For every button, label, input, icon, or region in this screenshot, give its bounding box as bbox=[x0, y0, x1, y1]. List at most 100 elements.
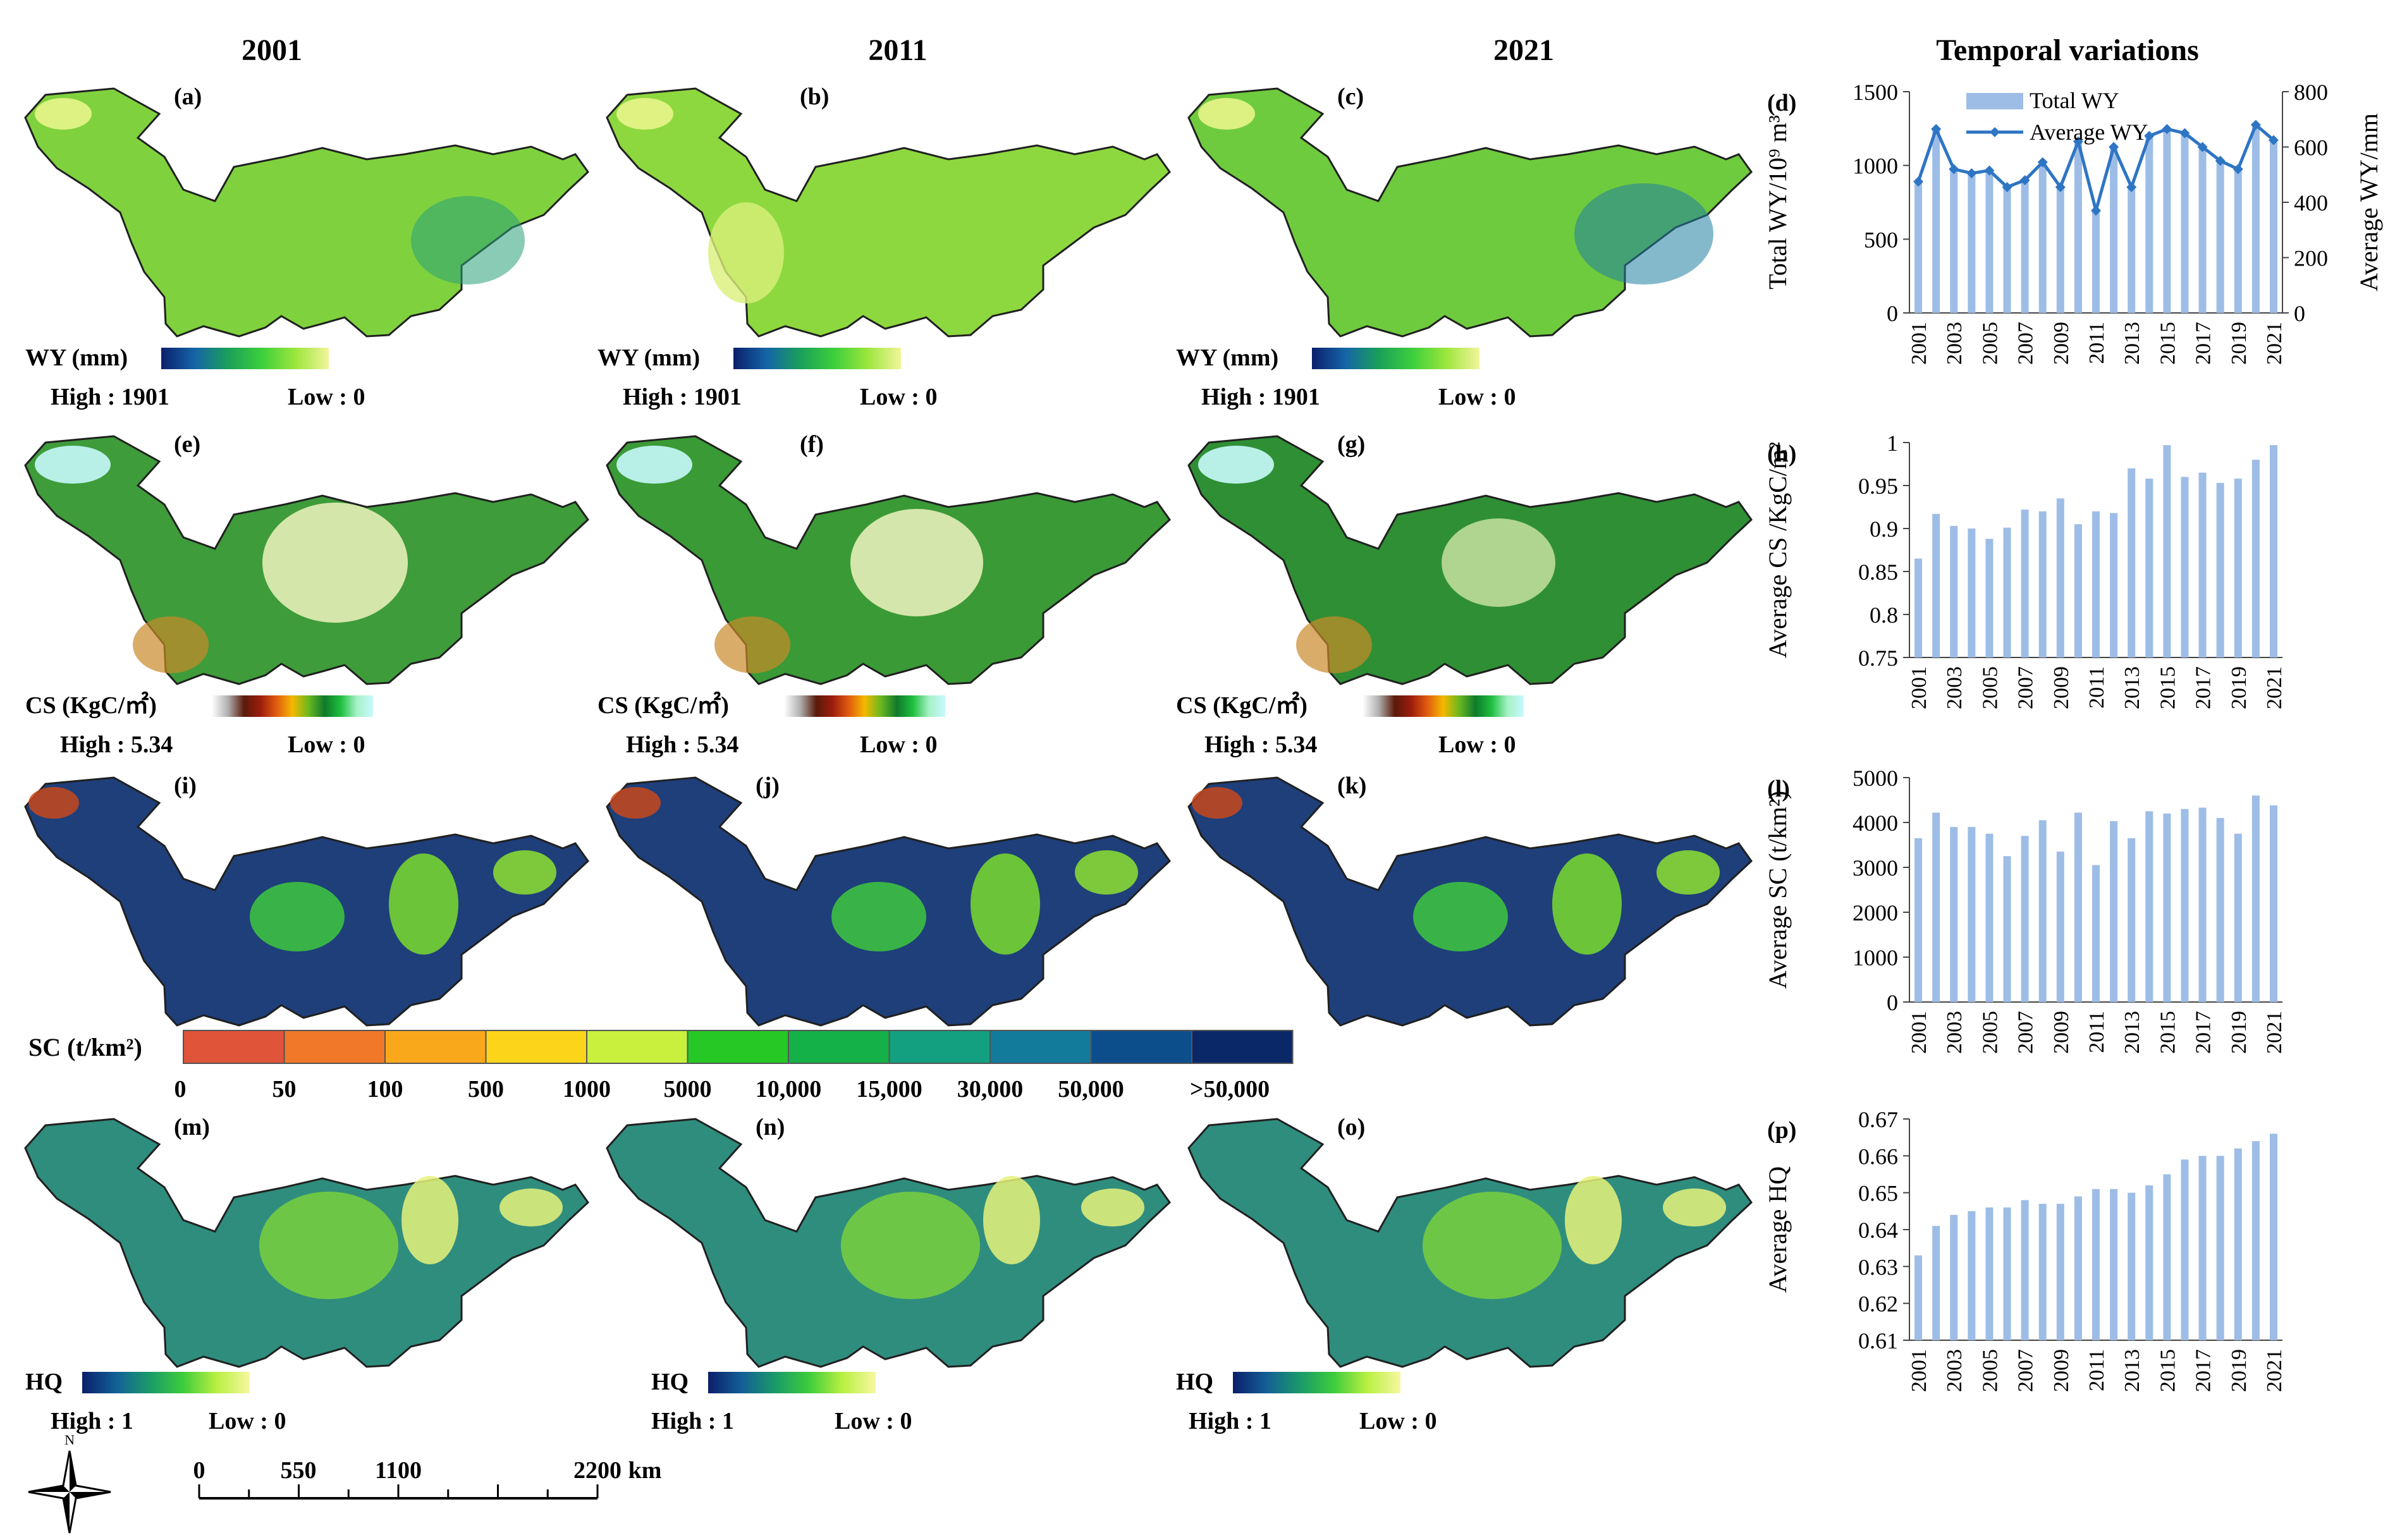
chart-panel-label: (d) bbox=[1767, 90, 1796, 116]
sc-legend: SC (t/km²) 0 50 100 500 1000 5000 10,000 15,000… bbox=[28, 1030, 1294, 1103]
x-tick-label: 2011 bbox=[2085, 322, 2109, 364]
map-shade bbox=[411, 196, 525, 284]
y-tick-label: 0.65 bbox=[1858, 1181, 1898, 1206]
x-tick-label: 2011 bbox=[2085, 1011, 2109, 1053]
bar bbox=[2110, 1189, 2118, 1340]
bar bbox=[2251, 795, 2260, 1002]
map-highlight bbox=[1565, 1176, 1622, 1264]
panel-label-g: (g) bbox=[1337, 431, 1365, 458]
cs-legend-title: CS (KgC/㎡) bbox=[25, 692, 157, 719]
bar bbox=[2198, 146, 2207, 314]
bar bbox=[1968, 1211, 1976, 1340]
map-panel-k: (k) bbox=[1187, 773, 1753, 1027]
cs-legend-high: High : 5.34 bbox=[626, 731, 738, 758]
bar bbox=[2251, 460, 2260, 657]
map-hotspot bbox=[971, 853, 1040, 955]
scale-tick-2200: 2200 bbox=[573, 1457, 622, 1484]
wy-legend-low: Low : 0 bbox=[1438, 384, 1516, 410]
bar bbox=[2181, 809, 2189, 1002]
y-tick-label: 0.8 bbox=[1870, 602, 1898, 628]
wy-colorbar bbox=[1312, 348, 1479, 369]
bar bbox=[2092, 865, 2100, 1002]
y2-tick-label: 800 bbox=[2294, 80, 2328, 105]
map-hotspot bbox=[28, 787, 79, 819]
bar bbox=[2074, 812, 2082, 1002]
bar bbox=[2145, 811, 2153, 1002]
bar bbox=[1932, 1226, 1940, 1340]
map-hotspot bbox=[1413, 882, 1508, 951]
bar bbox=[2145, 136, 2153, 313]
map-hotspot bbox=[1657, 850, 1720, 895]
hq-legend-high: High : 1 bbox=[51, 1408, 133, 1434]
bar bbox=[2163, 1174, 2171, 1340]
y-tick-label: 0.61 bbox=[1858, 1328, 1898, 1354]
bar bbox=[2092, 209, 2100, 313]
bar bbox=[2128, 1192, 2136, 1340]
map-highlight bbox=[35, 446, 111, 484]
legend-label-average-wy: Average WY bbox=[2030, 119, 2148, 145]
bar bbox=[1968, 173, 1976, 313]
hq-legend-2: HQ High : 1 Low : 0 bbox=[651, 1369, 912, 1434]
map-panel-g: (g) bbox=[1187, 431, 1753, 685]
hq-colorbar bbox=[708, 1372, 876, 1393]
x-tick-label: 2015 bbox=[2156, 666, 2179, 709]
cs-colorbar bbox=[212, 695, 373, 717]
sc-swatch bbox=[384, 1030, 487, 1064]
bar bbox=[2003, 527, 2011, 657]
bar bbox=[2003, 856, 2011, 1002]
hq-legend-title: HQ bbox=[1176, 1369, 1213, 1395]
basin-map-wy-2011 bbox=[606, 87, 1171, 338]
cs-legend-1: CS (KgC/㎡) High : 5.34 Low : 0 bbox=[25, 692, 373, 758]
wy-legend-high: High : 1901 bbox=[51, 384, 169, 410]
map-highlight bbox=[499, 1189, 563, 1226]
map-highlight bbox=[841, 1192, 980, 1299]
line-point bbox=[2268, 135, 2279, 145]
y2-tick-label: 200 bbox=[2294, 246, 2328, 271]
chart-panel-label: (l) bbox=[1767, 776, 1790, 802]
map-shade bbox=[714, 616, 790, 673]
y-tick-label: 0 bbox=[1887, 301, 1898, 326]
wy-colorbar bbox=[161, 348, 329, 369]
sc-tick-label: 0 bbox=[175, 1076, 187, 1103]
line-point bbox=[2250, 119, 2261, 130]
line-point bbox=[2109, 142, 2119, 152]
sc-swatch bbox=[687, 1030, 789, 1064]
map-hotspot bbox=[831, 882, 926, 951]
scale-tick-0: 0 bbox=[193, 1457, 205, 1484]
bar bbox=[2021, 1200, 2029, 1340]
map-panel-j: (j) bbox=[606, 773, 1171, 1027]
map-highlight bbox=[1442, 518, 1555, 607]
bar bbox=[2038, 1204, 2047, 1340]
line-point bbox=[2215, 156, 2226, 166]
y-tick-label: 0.66 bbox=[1858, 1144, 1898, 1169]
bar bbox=[2234, 833, 2242, 1002]
bar bbox=[1950, 827, 1958, 1002]
hq-legend-high: High : 1 bbox=[651, 1408, 734, 1434]
x-tick-label: 2019 bbox=[2227, 666, 2251, 709]
y2-tick-label: 600 bbox=[2294, 135, 2328, 161]
line-point bbox=[2037, 157, 2048, 168]
legend-marker bbox=[1990, 127, 2000, 137]
y-tick-label: 2000 bbox=[1853, 900, 1898, 926]
panel-label-b: (b) bbox=[800, 83, 829, 110]
map-panel-i: (i) bbox=[24, 773, 589, 1027]
scalebar-minor-ticks bbox=[198, 1484, 599, 1498]
sc-swatch bbox=[888, 1030, 991, 1064]
bar bbox=[2056, 498, 2064, 657]
panel-label-c: (c) bbox=[1337, 83, 1364, 110]
sc-legend-title: SC (t/km²) bbox=[28, 1033, 142, 1061]
y-axis-title: Average SC (t/km²) bbox=[1763, 791, 1792, 989]
map-highlight bbox=[708, 202, 784, 303]
bar bbox=[2198, 472, 2207, 657]
map-hotspot bbox=[1192, 787, 1242, 819]
bar bbox=[1985, 171, 1994, 313]
x-tick-label: 2019 bbox=[2227, 322, 2251, 365]
cs-legend-high: High : 5.34 bbox=[60, 731, 173, 758]
x-tick-label: 2009 bbox=[2050, 322, 2073, 365]
x-tick-label: 2005 bbox=[1978, 322, 2002, 365]
bar bbox=[2003, 186, 2011, 313]
x-tick-label: 2021 bbox=[2263, 1011, 2286, 1054]
bar bbox=[2198, 807, 2207, 1002]
bar bbox=[1914, 558, 1923, 657]
